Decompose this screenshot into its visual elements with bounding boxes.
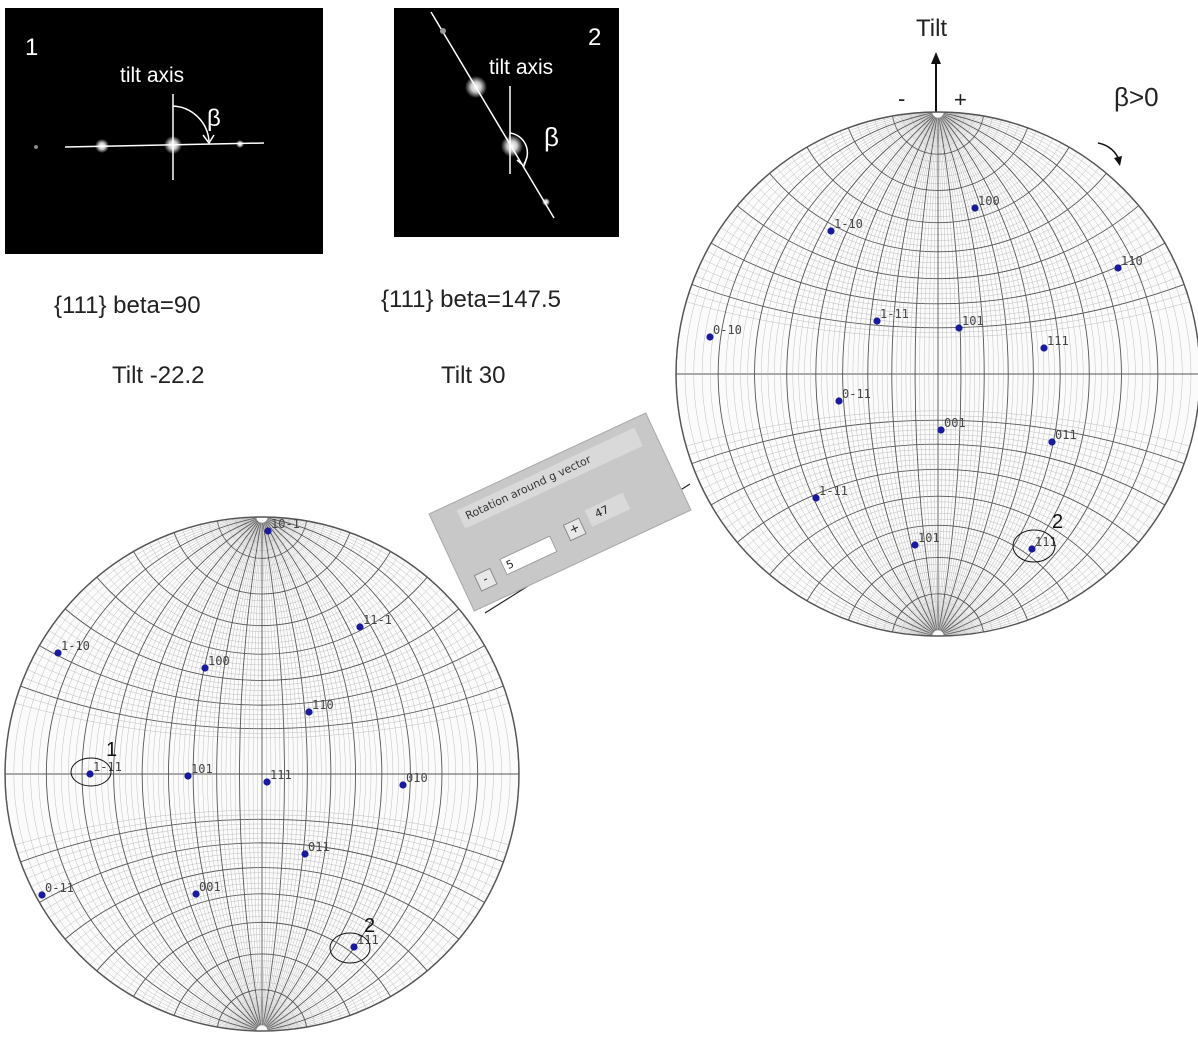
- pole-label: 111: [270, 768, 292, 782]
- diffraction-image-2: 2 tilt axis β: [394, 8, 619, 237]
- pole-marker: [356, 623, 364, 631]
- pole-label: 0-11: [45, 881, 74, 895]
- pole-marker: [264, 527, 272, 535]
- pole-marker: [706, 333, 714, 341]
- tilt-plus: +: [954, 87, 967, 112]
- pole-label: 101: [962, 314, 984, 328]
- pole-marker: [350, 943, 358, 951]
- pole-label: 1-10: [834, 217, 863, 231]
- pole-label: 011: [1055, 428, 1077, 442]
- pole-label: 1-11: [819, 484, 848, 498]
- marker-number: 2: [1052, 511, 1063, 533]
- pole-marker: [54, 649, 62, 657]
- beta-positive-label: β>0: [1114, 82, 1159, 112]
- pole-label: 101: [918, 531, 940, 545]
- pole-marker: [1048, 438, 1056, 446]
- pole-marker: [38, 891, 46, 899]
- pole-label: 111: [1047, 334, 1069, 348]
- highlight-ellipse: [70, 757, 112, 787]
- rotate-minus-button[interactable]: -: [473, 567, 498, 592]
- tilt-title: Tilt: [916, 15, 947, 42]
- pole-marker: [955, 324, 963, 332]
- caption-image-1-indices: {111} beta=90: [54, 292, 201, 319]
- caption-image-1-tilt: Tilt -22.2: [112, 362, 205, 389]
- stereogram-right: 100 1-10 110 1-11 101 0-10 111 0-11 001 011 1-11 10…: [675, 111, 1198, 637]
- pole-marker: [835, 397, 843, 405]
- wulff-net-grid: [676, 112, 1198, 636]
- marker-number: 2: [364, 915, 375, 937]
- pole-marker: [911, 541, 919, 549]
- wulff-net-grid: [5, 517, 519, 1031]
- tilt-minus: -: [898, 86, 905, 111]
- pole-marker: [201, 664, 209, 672]
- pole-label: 0-10: [713, 323, 742, 337]
- pole-label: 111: [1035, 535, 1057, 549]
- diffraction-image-1: 1 tilt axis β: [5, 8, 323, 254]
- pole-marker: [86, 770, 94, 778]
- marker-number: 1: [106, 739, 117, 761]
- caption-image-2-tilt: Tilt 30: [441, 362, 506, 389]
- pole-marker: [873, 317, 881, 325]
- rotate-plus-button[interactable]: +: [562, 517, 587, 542]
- pole-marker: [1040, 344, 1048, 352]
- pole-marker: [812, 494, 820, 502]
- pole-label: 001: [199, 880, 221, 894]
- pole-label: 11-1: [363, 613, 392, 627]
- pole-label: 110: [312, 698, 334, 712]
- pole-label: 110: [1121, 254, 1143, 268]
- pole-marker: [937, 426, 945, 434]
- highlight-ellipse: [329, 932, 371, 964]
- pole-marker: [184, 772, 192, 780]
- rotation-angle-value: 47: [584, 492, 631, 527]
- pole-label: 10-1: [271, 517, 300, 531]
- image-number: 2: [588, 24, 601, 51]
- pole-label: 001: [944, 416, 966, 430]
- pole-marker: [827, 227, 835, 235]
- pole-marker: [263, 778, 271, 786]
- pole-label: 010: [406, 771, 428, 785]
- pole-label: 100: [208, 654, 230, 668]
- pole-marker: [1028, 545, 1036, 553]
- rotation-step-input[interactable]: 5: [499, 535, 558, 576]
- pole-marker: [305, 708, 313, 716]
- highlight-ellipse: [1012, 529, 1056, 563]
- pole-label: 1-10: [61, 639, 90, 653]
- rotation-widget: Rotation around g vector - 5 + 47: [428, 412, 692, 612]
- caption-image-2-indices: {111} beta=147.5: [381, 286, 561, 313]
- pole-label: 1-11: [880, 307, 909, 321]
- pole-label: 1-11: [93, 760, 122, 774]
- beta-label: β: [207, 105, 221, 132]
- pole-label: 0-11: [842, 387, 871, 401]
- pole-marker: [192, 890, 200, 898]
- pole-marker: [1114, 264, 1122, 272]
- stereogram-left: 10-1 11-1 1-10 100 110 1-11 101 111 010 011 0-11 00…: [4, 516, 520, 1032]
- pole-label: 100: [978, 194, 1000, 208]
- pole-label: 011: [308, 840, 330, 854]
- tilt-axis-label: tilt axis: [489, 56, 553, 79]
- pole-marker: [399, 781, 407, 789]
- tilt-axis-label: tilt axis: [120, 64, 184, 87]
- beta-label: β: [544, 122, 559, 152]
- pole-label: 101: [191, 762, 213, 776]
- pole-marker: [301, 850, 309, 858]
- image-number: 1: [25, 34, 38, 61]
- pole-marker: [971, 204, 979, 212]
- tilt-indicator: Tilt - + β>0: [898, 15, 1159, 166]
